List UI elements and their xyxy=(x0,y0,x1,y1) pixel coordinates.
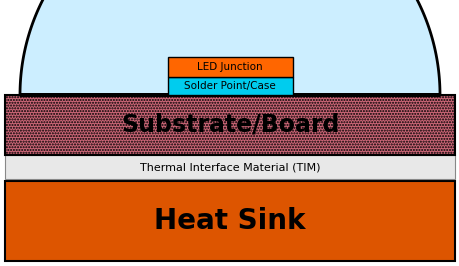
Text: Solder Point/Case: Solder Point/Case xyxy=(184,81,275,91)
Text: Substrate/Board: Substrate/Board xyxy=(121,113,338,137)
Bar xyxy=(5,155,454,179)
Bar xyxy=(5,95,454,155)
Text: Thermal Interface Material (TIM): Thermal Interface Material (TIM) xyxy=(140,162,319,172)
Bar xyxy=(5,181,454,261)
Bar xyxy=(168,57,292,77)
Bar xyxy=(168,77,292,95)
Text: LED Junction: LED Junction xyxy=(197,62,262,72)
Text: Heat Sink: Heat Sink xyxy=(154,207,305,235)
Polygon shape xyxy=(20,0,439,95)
